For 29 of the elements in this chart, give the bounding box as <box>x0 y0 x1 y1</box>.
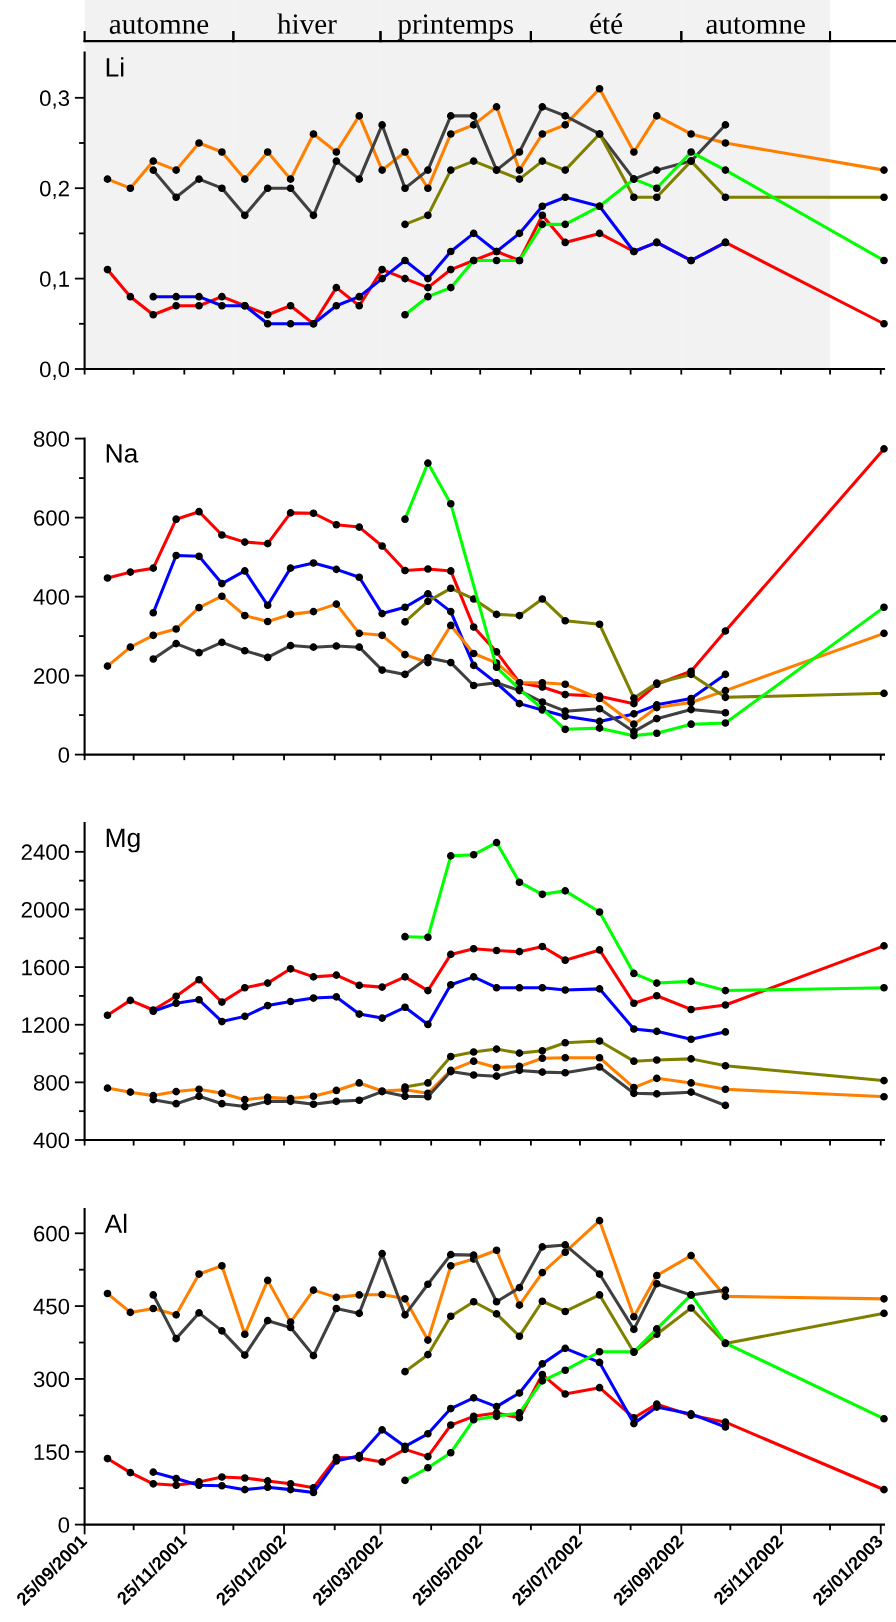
band-label: automne <box>109 17 209 34</box>
y-tick-label: 0,1 <box>40 271 69 290</box>
y-tick-label: 1200 <box>22 1017 70 1033</box>
y-tick-label: 300 <box>33 1371 70 1388</box>
y-tick-label: 800 <box>33 431 70 447</box>
y-tick-label: 800 <box>33 1074 70 1091</box>
chart-title: Li <box>106 57 124 77</box>
y-tick-label: 400 <box>33 1132 70 1149</box>
chart-title: Al <box>104 1213 127 1233</box>
y-tick-label: 400 <box>33 589 70 605</box>
y-tick-label: 0,2 <box>40 180 69 200</box>
y-tick-label: 600 <box>34 510 70 526</box>
band-label: hiver <box>277 13 337 34</box>
y-tick-label: 0 <box>58 747 70 763</box>
y-tick-label: 0,0 <box>40 361 70 380</box>
chart-title: Na <box>106 444 139 463</box>
band-label: printemps <box>397 14 513 40</box>
chart-title: Mg <box>106 828 140 853</box>
band-label: automne <box>706 17 805 34</box>
y-tick-label: 0,3 <box>40 90 70 109</box>
y-tick-label: 600 <box>34 1225 70 1242</box>
y-tick-label: 2400 <box>21 844 70 861</box>
y-tick-label: 200 <box>34 668 70 684</box>
y-tick-label: 1600 <box>22 959 70 976</box>
y-tick-label: 0 <box>58 1517 70 1533</box>
y-tick-label: 2000 <box>21 901 70 918</box>
band-label: été <box>590 13 623 34</box>
y-tick-label: 150 <box>34 1444 70 1461</box>
y-tick-label: 450 <box>33 1298 70 1315</box>
